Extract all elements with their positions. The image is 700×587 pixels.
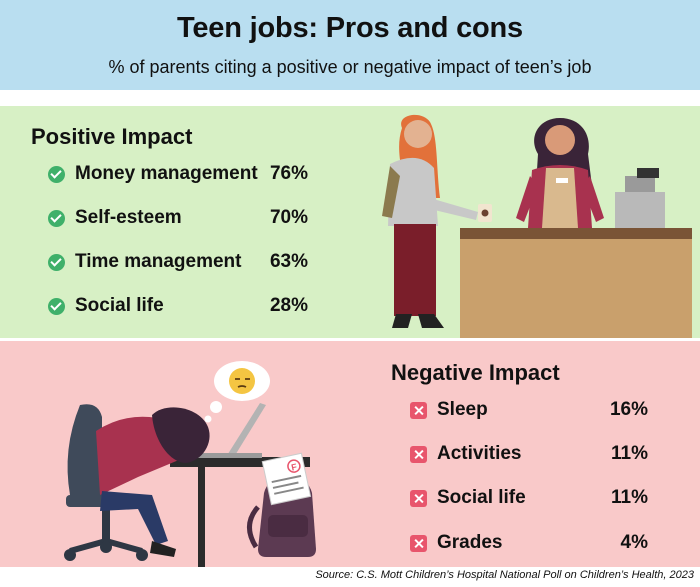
check-icon	[48, 297, 65, 315]
negative-value: 11%	[611, 443, 648, 464]
positive-label: Social life	[75, 295, 164, 316]
laptop-icon	[226, 403, 266, 457]
sleeping-student-illustration: F	[64, 361, 316, 567]
positive-impact-heading: Positive Impact	[31, 124, 193, 149]
positive-value: 76%	[269, 163, 308, 184]
negative-label: Social life	[437, 487, 526, 508]
negative-value: 4%	[620, 532, 648, 553]
check-icon	[48, 209, 65, 227]
x-icon	[410, 489, 427, 507]
positive-label: Money management	[75, 163, 258, 184]
teen-barista-illustration	[382, 114, 692, 338]
source-note: Source: C.S. Mott Children’s Hospital Na…	[315, 569, 694, 581]
chart-subtitle: % of parents citing a positive or negati…	[108, 57, 592, 77]
negative-row: Grades 4%	[410, 530, 648, 556]
sleepy-face-icon	[229, 368, 255, 394]
negative-row: Sleep 16%	[410, 397, 648, 423]
teen-icon	[388, 157, 438, 226]
negative-label: Sleep	[437, 399, 488, 420]
positive-row: Social life 28%	[48, 293, 308, 319]
desk-icon	[170, 457, 310, 467]
positive-value: 28%	[269, 295, 308, 316]
positive-value: 70%	[269, 207, 308, 228]
positive-label: Self-esteem	[75, 207, 182, 228]
x-icon	[410, 534, 427, 552]
chair-icon	[67, 404, 102, 495]
negative-label: Grades	[437, 532, 503, 553]
negative-value: 16%	[609, 399, 648, 420]
negative-label: Activities	[437, 443, 522, 464]
negative-impact-heading: Negative Impact	[391, 360, 560, 385]
header-banner: Teen jobs: Pros and cons % of parents ci…	[0, 0, 700, 90]
positive-row: Self-esteem 70%	[48, 205, 308, 231]
negative-value: 11%	[611, 487, 648, 508]
x-icon	[410, 401, 427, 419]
negative-row: Activities 11%	[410, 441, 648, 467]
x-icon	[410, 445, 427, 463]
positive-value: 63%	[269, 251, 308, 272]
negative-row: Social life 11%	[410, 485, 648, 511]
positive-row: Time management 63%	[48, 249, 308, 275]
counter-icon	[460, 228, 692, 338]
check-icon	[48, 165, 65, 183]
svg-text:F: F	[290, 462, 298, 473]
chart-title: Teen jobs: Pros and cons	[177, 12, 523, 44]
cash-register-icon	[615, 192, 665, 228]
check-icon	[48, 253, 65, 271]
positive-label: Time management	[75, 251, 242, 272]
positive-row: Money management 76%	[48, 161, 308, 187]
graded-paper-icon: F	[261, 452, 312, 506]
